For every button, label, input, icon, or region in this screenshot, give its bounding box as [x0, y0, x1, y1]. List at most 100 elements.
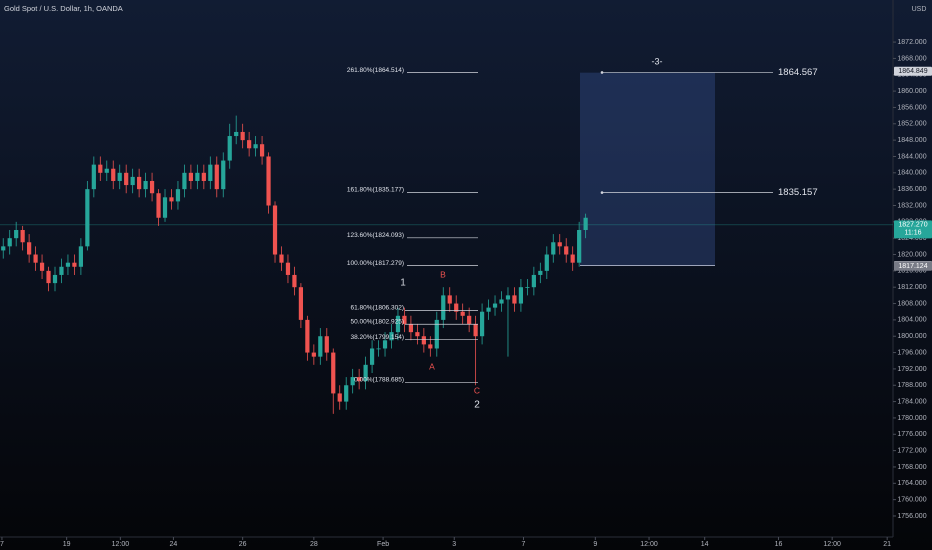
y-tick-label: 1792.000 [897, 366, 926, 373]
candle-body [454, 303, 459, 312]
candle-body [441, 295, 446, 320]
price-tag [894, 220, 932, 239]
fib-label: 123.60%(1824.093) [347, 232, 404, 239]
y-tick-label: 1868.000 [897, 55, 926, 62]
y-tick-label: 1760.000 [897, 496, 926, 503]
price-tag-label: 1864.849 [898, 68, 927, 75]
x-tick-label: 24 [170, 541, 178, 548]
candle-body [408, 323, 414, 333]
x-tick-label: 16 [775, 541, 783, 548]
candle-body [39, 262, 45, 271]
y-tick-label: 1796.000 [897, 349, 926, 356]
candle-body [85, 189, 90, 247]
target-title: -3- [652, 56, 663, 66]
candle-body [421, 336, 426, 345]
candle-body [363, 364, 368, 382]
candle-body [428, 344, 433, 349]
candle-body [486, 307, 491, 312]
candle-body [14, 230, 19, 239]
y-tick-label: 1768.000 [897, 464, 926, 471]
y-tick-label: 1800.000 [897, 333, 926, 340]
candle-body [156, 193, 161, 218]
candle-body [402, 315, 407, 324]
y-tick-label: 1784.000 [897, 398, 926, 405]
candle-body [33, 254, 38, 263]
candle-body [149, 180, 155, 194]
y-tick-label: 1824.000 [897, 235, 926, 242]
candle-body [52, 274, 58, 284]
x-tick-label: 26 [239, 541, 247, 548]
x-tick-label: 7 [0, 541, 4, 548]
candle-body [1, 246, 6, 251]
y-tick-label: 1840.000 [897, 170, 926, 177]
wave-label: B [440, 269, 446, 279]
candle-body [65, 262, 71, 267]
candle-body [434, 319, 439, 349]
wave-label: C [474, 385, 480, 395]
y-tick-label: 1836.000 [897, 186, 926, 193]
candle-body [234, 131, 239, 137]
candle-body [525, 287, 530, 289]
fib-label: 161.80%(1835.177) [347, 187, 404, 194]
y-tick-label: 1848.000 [897, 137, 926, 144]
candle-body [460, 311, 465, 316]
target-point [600, 71, 604, 74]
candle-body [72, 262, 77, 267]
candle-body [337, 393, 342, 402]
x-tick-label: 7 [522, 541, 526, 548]
price-tag [894, 66, 932, 76]
candle-body [292, 274, 297, 288]
fib-label: 50.00%(1802.925) [351, 318, 405, 325]
candle-body [479, 311, 485, 337]
candle-body [583, 217, 588, 231]
candle-body [531, 274, 536, 288]
y-tick-label: 1808.000 [897, 300, 926, 307]
price-tag-label: 1817.124 [898, 263, 927, 270]
x-tick-label: 28 [310, 541, 318, 548]
x-tick-label: 9 [593, 541, 597, 548]
y-tick-label: 1764.000 [897, 480, 926, 487]
candle-body [247, 140, 252, 149]
candle-body [357, 377, 362, 382]
y-tick-label: 1804.000 [897, 317, 926, 324]
currency: USD [912, 6, 927, 13]
candle-body [259, 144, 265, 157]
candle-body [78, 246, 83, 267]
candle-body [376, 348, 381, 350]
candle-body [279, 254, 284, 263]
candle-body [20, 230, 25, 243]
candle-body [195, 172, 200, 181]
candle-body [285, 262, 291, 275]
wave-label: A [429, 361, 435, 371]
candle-body [227, 136, 232, 161]
x-tick-label: 14 [701, 541, 709, 548]
candle-body [253, 144, 258, 149]
candle-body [208, 164, 213, 181]
x-tick-label: 12:00 [823, 541, 841, 548]
candle-body [395, 315, 401, 333]
candle-body [27, 242, 32, 255]
wave-label: 2 [474, 400, 480, 411]
candle-body [124, 172, 129, 186]
candle-body [505, 295, 511, 300]
candle-body [577, 230, 582, 263]
candle-body [324, 336, 329, 353]
candle-body [182, 172, 187, 190]
candle-body [130, 176, 135, 186]
candle-body [331, 352, 336, 394]
candle-body [344, 385, 349, 402]
fib-label: 100.00%(1817.279) [347, 260, 404, 267]
candle-body [298, 287, 304, 320]
candle-body [570, 254, 575, 263]
candle-body [240, 131, 245, 141]
candle-body [512, 295, 517, 304]
x-tick-label: Feb [377, 541, 389, 548]
candle-body [162, 197, 168, 218]
candle-body [382, 340, 388, 349]
countdown: 11:16 [905, 230, 922, 237]
candle-body [311, 352, 316, 357]
candle-body [91, 164, 96, 190]
candle-body [59, 266, 64, 275]
